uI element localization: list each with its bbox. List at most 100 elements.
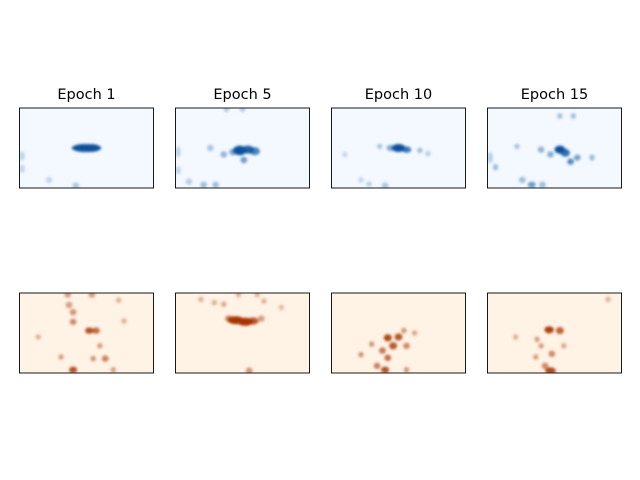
heatmap-hotspot-6 [425,150,431,157]
heatmap-hotspot-1 [544,326,554,334]
heatmap-hotspot-8 [221,301,227,308]
heatmap-hotspot-10 [570,113,576,119]
heatmap-hotspot-11 [175,166,181,175]
axes-frame [487,292,622,374]
heatmap-hotspot-14 [527,181,536,188]
heatmap-hotspot-8 [401,327,407,334]
heatmap-background [175,293,310,373]
heatmap-background [19,293,154,373]
heatmap-hotspot-4 [19,151,25,161]
heatmap-hotspot-11 [373,362,381,369]
heatmap-hotspot-13 [245,367,253,373]
heatmap-hotspot-11 [487,152,493,164]
heatmap-hotspot-12 [381,366,390,373]
heatmap-hotspot-11 [605,296,611,303]
heatmap-hotspot-13 [518,176,526,184]
heatmap-hotspot-14 [101,355,109,362]
heatmap-hotspot-7 [85,327,94,334]
heatmap-panel-6 [175,292,310,374]
heatmap-hotspot-11 [97,343,103,349]
panel-title: Epoch 15 [521,87,588,103]
heatmap-hotspot-5 [19,164,25,173]
heatmap-hotspot-9 [557,113,563,119]
heatmap-hotspot-16 [110,367,116,373]
axes-frame [331,292,466,374]
heatmap-hotspot-4 [403,342,410,349]
panel-title: Epoch 10 [365,87,432,103]
heatmap-hotspot-6 [198,296,204,303]
heatmap-hotspot-9 [121,318,127,324]
heatmap-hotspot-11 [261,298,267,304]
heatmap-hotspot-13 [200,181,207,188]
heatmap-hotspot-4 [377,143,383,150]
axes-frame [175,107,310,189]
heatmap-hotspot-6 [384,354,392,361]
heatmap-hotspot-6 [115,297,122,304]
heatmap-hotspot-8 [91,327,100,334]
heatmap-hotspot-3 [389,342,398,350]
heatmap-hotspot-8 [358,177,364,183]
heatmap-hotspot-4 [229,148,238,156]
heatmap-hotspot-3 [86,144,100,152]
heatmap-panel-4: Epoch 15 [487,87,622,189]
heatmap-hotspot-9 [411,330,418,336]
heatmap-hotspot-12 [58,354,64,360]
heatmap-hotspot-7 [211,299,218,306]
heatmap-hotspot-5 [379,347,386,354]
heatmap-hotspot-10 [175,146,181,158]
heatmap-hotspot-3 [386,144,395,152]
heatmap-hotspot-9 [541,362,549,369]
heatmap-cells [175,108,260,188]
heatmap-hotspot-10 [254,293,260,298]
heatmap-hotspot-4 [225,315,234,322]
axes-frame [331,107,466,189]
panels-group: Epoch 1 Epoch 5 Epoch 10 Epoch 15 [19,87,622,374]
heatmap-hotspot-5 [417,147,423,154]
heatmap-panel-7 [331,292,466,374]
heatmap-hotspot-2 [555,327,564,335]
axes-frame [19,292,154,374]
heatmap-cells [19,144,102,188]
axes-frame [175,292,310,374]
heatmap-cells [358,327,418,373]
heatmap-hotspot-13 [403,367,410,373]
heatmap-hotspot-12 [278,304,285,311]
heatmap-hotspot-10 [381,182,389,188]
heatmap-hotspot-6 [206,144,214,152]
heatmap-panel-3: Epoch 10 [331,87,466,189]
heatmap-hotspot-6 [533,354,539,360]
heatmap-panel-5 [19,292,154,374]
heatmap-cells [198,293,285,373]
heatmap-hotspot-7 [369,341,375,348]
axes-frame [487,107,622,189]
heatmap-hotspot-7 [342,151,348,158]
heatmap-hotspot-2 [394,333,403,341]
heatmap-hotspot-3 [567,158,574,165]
panel-title: Epoch 1 [57,87,115,103]
heatmap-panel-1: Epoch 1 [19,87,154,189]
heatmap-hotspot-3 [247,317,259,325]
heatmap-hotspot-2 [74,144,88,152]
heatmap-hotspot-7 [561,343,567,349]
heatmap-hotspot-12 [492,164,499,171]
heatmap-hotspot-1 [383,334,392,342]
heatmap-hotspot-7 [72,182,80,188]
heatmap-cells [342,143,431,188]
heatmap-hotspot-15 [69,366,78,373]
heatmap-hotspot-9 [366,181,372,187]
heatmap-hotspot-5 [220,151,228,158]
heatmap-background [331,293,466,373]
heatmap-hotspot-5 [547,151,554,158]
heatmap-hotspot-3 [249,147,260,156]
heatmap-hotspot-6 [45,176,53,184]
heatmap-hotspot-14 [212,181,220,188]
heatmap-hotspot-15 [539,181,546,188]
heatmap-hotspot-4 [69,309,77,316]
heatmap-hotspot-5 [257,315,265,322]
axes-frame [19,107,154,189]
panel-title: Epoch 5 [213,87,271,103]
heatmap-hotspot-5 [69,318,77,325]
heatmap-hotspot-1 [64,293,72,298]
heatmap-hotspot-8 [223,108,230,112]
